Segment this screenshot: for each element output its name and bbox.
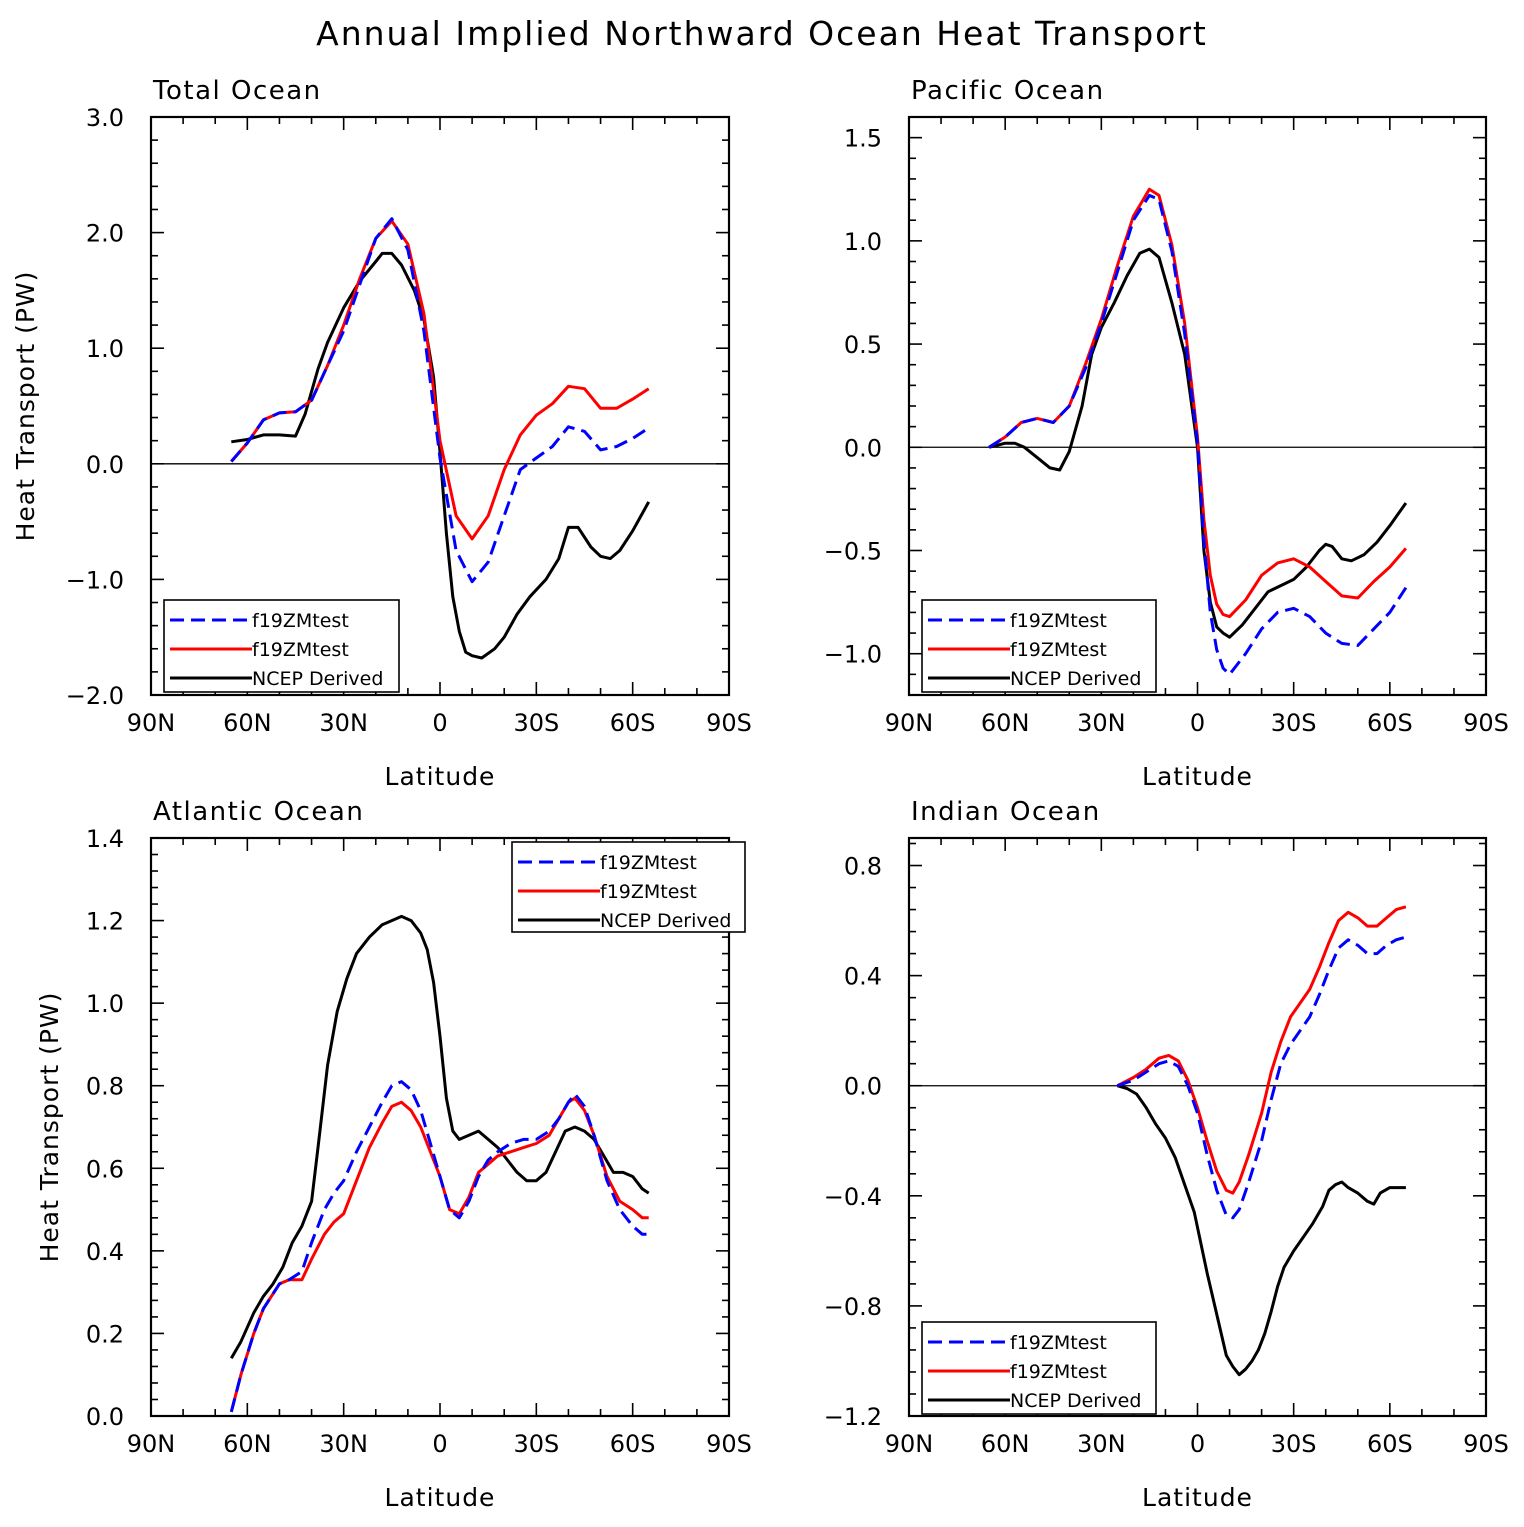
y-tick-label: −1.2: [824, 1403, 882, 1431]
x-tick-label: 60S: [610, 709, 656, 737]
panel-1: 90N 60N 30N 0 30S 60S 90S −1.0 −0.5 0.0 0.5 1.0 1.5 P…: [824, 76, 1509, 791]
panel-title: Indian Ocean: [911, 797, 1101, 827]
legend-label: NCEP Derived: [1010, 1390, 1141, 1412]
series-line-0: [229, 1080, 649, 1413]
y-tick-label: 0.0: [844, 434, 882, 462]
y-tick-label: 3.0: [86, 104, 124, 132]
y-tick-label: 0.8: [844, 853, 882, 881]
series-line-1: [230, 219, 650, 541]
series-line-1: [988, 187, 1408, 619]
legend-label: f19ZMtest: [1010, 1332, 1107, 1354]
y-tick-label: 1.5: [844, 125, 882, 153]
y-tick-label: −0.8: [824, 1293, 882, 1321]
panel-title: Pacific Ocean: [911, 76, 1105, 106]
y-tick-label: 1.2: [86, 908, 124, 936]
x-tick-label: 30S: [513, 709, 559, 737]
panel-title: Total Ocean: [152, 76, 322, 106]
x-tick-label: 30N: [1077, 709, 1126, 737]
x-tick-label: 90S: [706, 709, 752, 737]
legend-label: f19ZMtest: [1010, 1361, 1107, 1383]
legend: f19ZMtest f19ZMtest NCEP Derived: [511, 841, 746, 933]
x-tick-label: 30S: [1271, 1430, 1317, 1458]
legend-label: f19ZMtest: [1010, 610, 1107, 632]
y-axis-label: Heat Transport (PW): [35, 992, 64, 1263]
legend-label: NCEP Derived: [600, 910, 731, 932]
y-tick-label: 0.0: [86, 1403, 124, 1431]
y-tick-label: 1.0: [86, 990, 124, 1018]
x-tick-label: 30S: [513, 1430, 559, 1458]
x-tick-label: 60S: [1367, 709, 1413, 737]
y-tick-label: 0.2: [86, 1320, 124, 1348]
y-tick-label: 0.6: [86, 1155, 124, 1183]
legend: f19ZMtest f19ZMtest NCEP Derived: [921, 599, 1157, 693]
series-line-2: [231, 251, 651, 660]
x-tick-label: 90N: [127, 709, 176, 737]
panel-3: 90N 60N 30N 0 30S 60S 90S −1.2 −0.8 −0.4 0.0 0.4 0.8…: [824, 797, 1509, 1512]
y-tick-label: −1.0: [824, 641, 882, 669]
y-tick-label: 0.8: [86, 1073, 124, 1101]
x-tick-label: 60S: [1367, 1430, 1413, 1458]
y-tick-label: 0.5: [844, 331, 882, 359]
series-line-2: [1116, 1084, 1406, 1377]
y-tick-label: 2.0: [86, 220, 124, 248]
series-line-0: [1116, 935, 1407, 1220]
y-tick-label: −0.4: [824, 1183, 882, 1211]
x-axis-label: Latitude: [1142, 1483, 1253, 1512]
x-tick-label: 0: [432, 709, 447, 737]
y-tick-label: −0.5: [824, 538, 882, 566]
legend-label: f19ZMtest: [252, 610, 349, 632]
x-tick-label: 60N: [223, 709, 272, 737]
x-tick-label: 60N: [223, 1430, 272, 1458]
panel-2: 90N 60N 30N 0 30S 60S 90S 0.0 0.2 0.4 0.6 0.8 1.0 1.2…: [35, 797, 752, 1512]
series-line-0: [230, 217, 650, 584]
y-tick-label: −1.0: [66, 566, 124, 594]
x-tick-label: 30N: [319, 1430, 368, 1458]
x-tick-label: 90N: [127, 1430, 176, 1458]
y-tick-label: 0.0: [844, 1073, 882, 1101]
x-tick-label: 30N: [1077, 1430, 1126, 1458]
legend-label: NCEP Derived: [1010, 668, 1141, 690]
series-line-2: [230, 914, 650, 1359]
series-line-0: [988, 193, 1408, 676]
panel-title: Atlantic Ocean: [153, 797, 364, 827]
x-tick-label: 0: [1190, 709, 1205, 737]
figure-title: Annual Implied Northward Ocean Heat Tran…: [316, 14, 1208, 53]
x-tick-label: 90S: [1463, 709, 1509, 737]
series-line-2: [988, 247, 1408, 639]
x-axis-label: Latitude: [385, 762, 496, 791]
x-tick-label: 0: [432, 1430, 447, 1458]
y-tick-label: 1.0: [86, 335, 124, 363]
x-tick-label: 60N: [981, 709, 1030, 737]
y-tick-label: 0.4: [844, 963, 882, 991]
y-tick-label: 0.0: [86, 451, 124, 479]
x-tick-label: 90S: [706, 1430, 752, 1458]
legend-label: NCEP Derived: [252, 668, 383, 690]
legend: f19ZMtest f19ZMtest NCEP Derived: [921, 1321, 1157, 1415]
x-tick-label: 60N: [981, 1430, 1030, 1458]
x-tick-label: 0: [1190, 1430, 1205, 1458]
legend-label: f19ZMtest: [252, 639, 349, 661]
x-tick-label: 90N: [885, 709, 934, 737]
legend-label: f19ZMtest: [600, 881, 697, 903]
y-tick-label: 0.4: [86, 1238, 124, 1266]
x-axis-label: Latitude: [385, 1483, 496, 1512]
legend-box: [511, 841, 746, 933]
y-axis-label: Heat Transport (PW): [11, 271, 40, 542]
x-tick-label: 30N: [319, 709, 368, 737]
x-tick-label: 90N: [885, 1430, 934, 1458]
x-tick-label: 60S: [610, 1430, 656, 1458]
panel-0: 90N 60N 30N 0 30S 60S 90S −2.0 −1.0 0.0 1.0 2.0 3.0 T…: [11, 76, 752, 791]
x-tick-label: 90S: [1463, 1430, 1509, 1458]
legend-label: f19ZMtest: [600, 852, 697, 874]
legend-label: f19ZMtest: [1010, 639, 1107, 661]
legend: f19ZMtest f19ZMtest NCEP Derived: [163, 599, 400, 693]
x-tick-label: 30S: [1271, 709, 1317, 737]
y-tick-label: −2.0: [66, 682, 124, 710]
y-tick-label: 1.0: [844, 228, 882, 256]
series-line-1: [229, 1096, 649, 1413]
y-tick-label: 1.4: [86, 825, 124, 853]
series-line-1: [1116, 905, 1407, 1195]
x-axis-label: Latitude: [1142, 762, 1253, 791]
